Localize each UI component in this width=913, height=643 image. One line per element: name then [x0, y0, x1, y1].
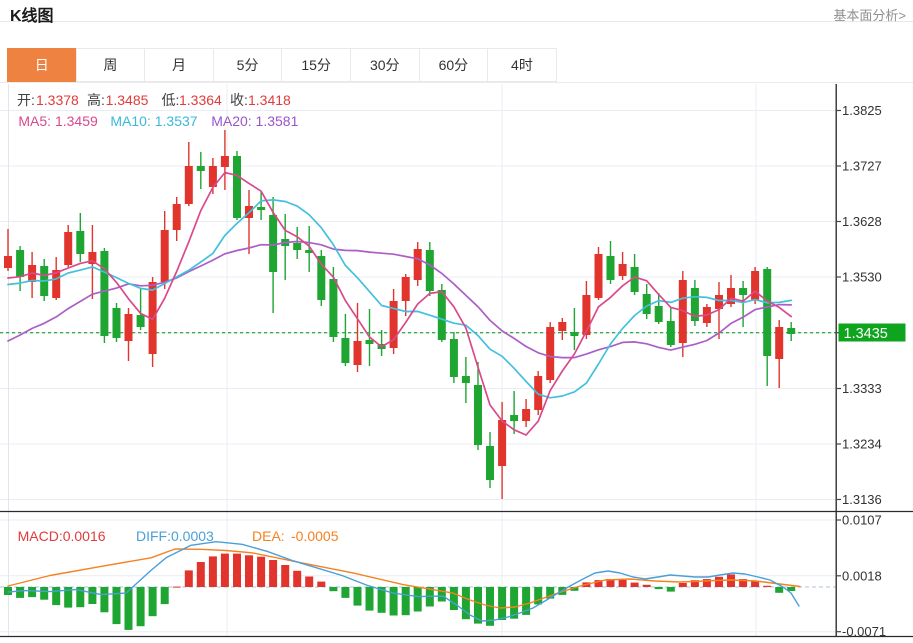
- svg-text:-0.0071: -0.0071: [842, 624, 886, 639]
- svg-text:1.3234: 1.3234: [842, 437, 882, 452]
- svg-text:1.3825: 1.3825: [842, 103, 882, 118]
- svg-text:1.3628: 1.3628: [842, 214, 882, 229]
- svg-text:0.0107: 0.0107: [842, 513, 882, 528]
- svg-text:1.3435: 1.3435: [844, 326, 888, 342]
- svg-text:1.3530: 1.3530: [842, 270, 882, 285]
- svg-text:1.3136: 1.3136: [842, 492, 882, 507]
- svg-text:1.3333: 1.3333: [842, 381, 882, 396]
- svg-text:1.3727: 1.3727: [842, 159, 882, 174]
- svg-text:0.0018: 0.0018: [842, 568, 882, 583]
